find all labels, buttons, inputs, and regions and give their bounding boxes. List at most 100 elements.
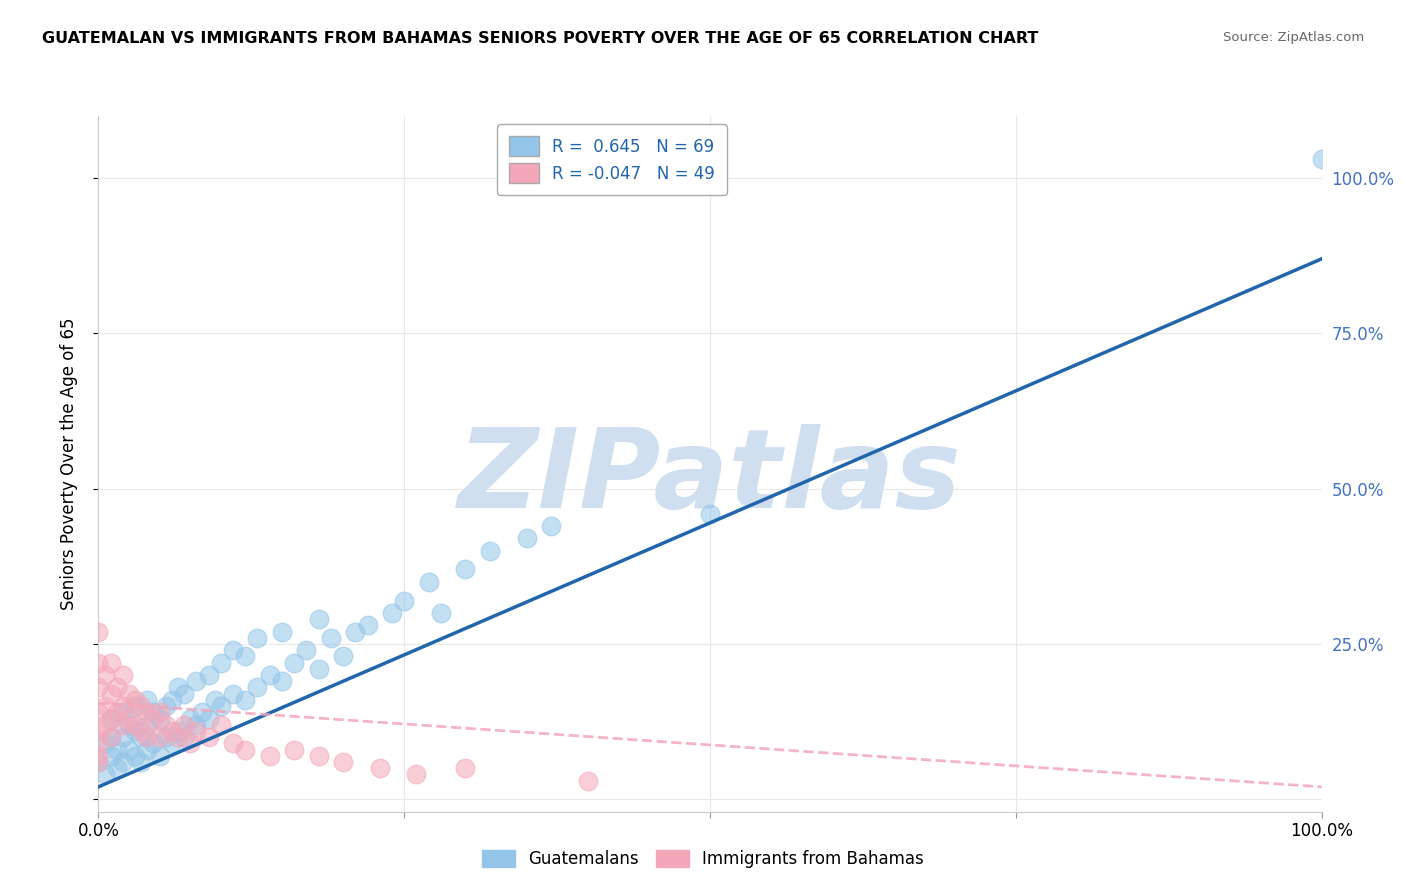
Point (136, 706, 159, 720)
Point (118, 712, 141, 726)
Point (118, 742, 141, 756)
Point (191, 706, 214, 720)
Point (87, 624, 110, 639)
Point (197, 730, 219, 744)
Point (118, 687, 141, 701)
Point (111, 730, 134, 744)
Point (179, 736, 201, 750)
Point (167, 723, 190, 738)
Point (124, 699, 146, 714)
Point (233, 742, 256, 756)
Point (100, 748, 122, 763)
Point (100, 712, 122, 726)
Point (124, 748, 146, 763)
Point (105, 706, 128, 720)
Point (105, 761, 128, 775)
Point (197, 712, 219, 726)
Point (111, 668, 134, 682)
Point (129, 723, 152, 738)
Point (87, 755, 110, 769)
Point (308, 662, 330, 676)
Point (93, 717, 115, 731)
Point (418, 574, 440, 589)
Point (233, 649, 256, 664)
Point (87, 736, 110, 750)
Point (87, 755, 110, 769)
Point (515, 532, 537, 546)
Point (111, 755, 134, 769)
Point (308, 748, 330, 763)
Point (100, 687, 122, 701)
Point (246, 681, 269, 695)
Point (93, 668, 115, 682)
Point (270, 624, 294, 639)
Point (540, 519, 562, 533)
Point (209, 699, 232, 714)
Point (699, 507, 721, 521)
Point (186, 717, 208, 731)
Point (87, 681, 110, 695)
Point (142, 736, 165, 750)
Point (186, 674, 208, 689)
Point (344, 624, 367, 639)
Point (129, 755, 152, 769)
Point (100, 712, 122, 726)
Point (105, 681, 128, 695)
Point (209, 656, 232, 670)
Point (149, 748, 172, 763)
Point (149, 706, 172, 720)
Point (392, 593, 416, 607)
Point (381, 606, 404, 620)
Point (155, 730, 177, 744)
Point (111, 699, 134, 714)
Point (454, 562, 477, 576)
Point (111, 706, 134, 720)
Text: ZIPatlas: ZIPatlas (458, 425, 962, 532)
Point (332, 755, 354, 769)
Point (142, 712, 165, 726)
Point (197, 668, 219, 682)
Point (204, 693, 226, 707)
Point (124, 693, 146, 707)
Point (100, 730, 122, 744)
Point (129, 699, 152, 714)
Point (100, 656, 122, 670)
Point (167, 730, 190, 744)
Point (430, 606, 453, 620)
Point (87, 656, 110, 670)
Point (155, 717, 177, 731)
Point (368, 761, 391, 775)
Point (111, 717, 134, 731)
Point (222, 736, 245, 750)
Point (319, 631, 342, 645)
Point (149, 712, 172, 726)
Point (100, 730, 122, 744)
Legend: R =  0.645   N = 69, R = -0.047   N = 49: R = 0.645 N = 69, R = -0.047 N = 49 (498, 124, 727, 195)
Point (105, 742, 128, 756)
Point (118, 717, 141, 731)
Point (93, 736, 115, 750)
Point (454, 761, 477, 775)
Point (356, 618, 378, 632)
Point (136, 742, 159, 756)
Point (93, 699, 115, 714)
Point (1310, 153, 1333, 167)
Point (167, 681, 190, 695)
Point (136, 730, 159, 744)
Point (173, 687, 195, 701)
Point (283, 742, 305, 756)
Point (124, 723, 146, 738)
Point (259, 668, 281, 682)
Point (222, 687, 245, 701)
Point (129, 730, 152, 744)
Point (308, 612, 330, 626)
Text: Source: ZipAtlas.com: Source: ZipAtlas.com (1223, 31, 1364, 45)
Point (160, 723, 183, 738)
Point (295, 643, 318, 657)
Point (246, 631, 269, 645)
Text: GUATEMALAN VS IMMIGRANTS FROM BAHAMAS SENIORS POVERTY OVER THE AGE OF 65 CORRELA: GUATEMALAN VS IMMIGRANTS FROM BAHAMAS SE… (42, 31, 1039, 46)
Point (93, 767, 115, 781)
Point (124, 717, 146, 731)
Point (179, 712, 201, 726)
Point (160, 693, 183, 707)
